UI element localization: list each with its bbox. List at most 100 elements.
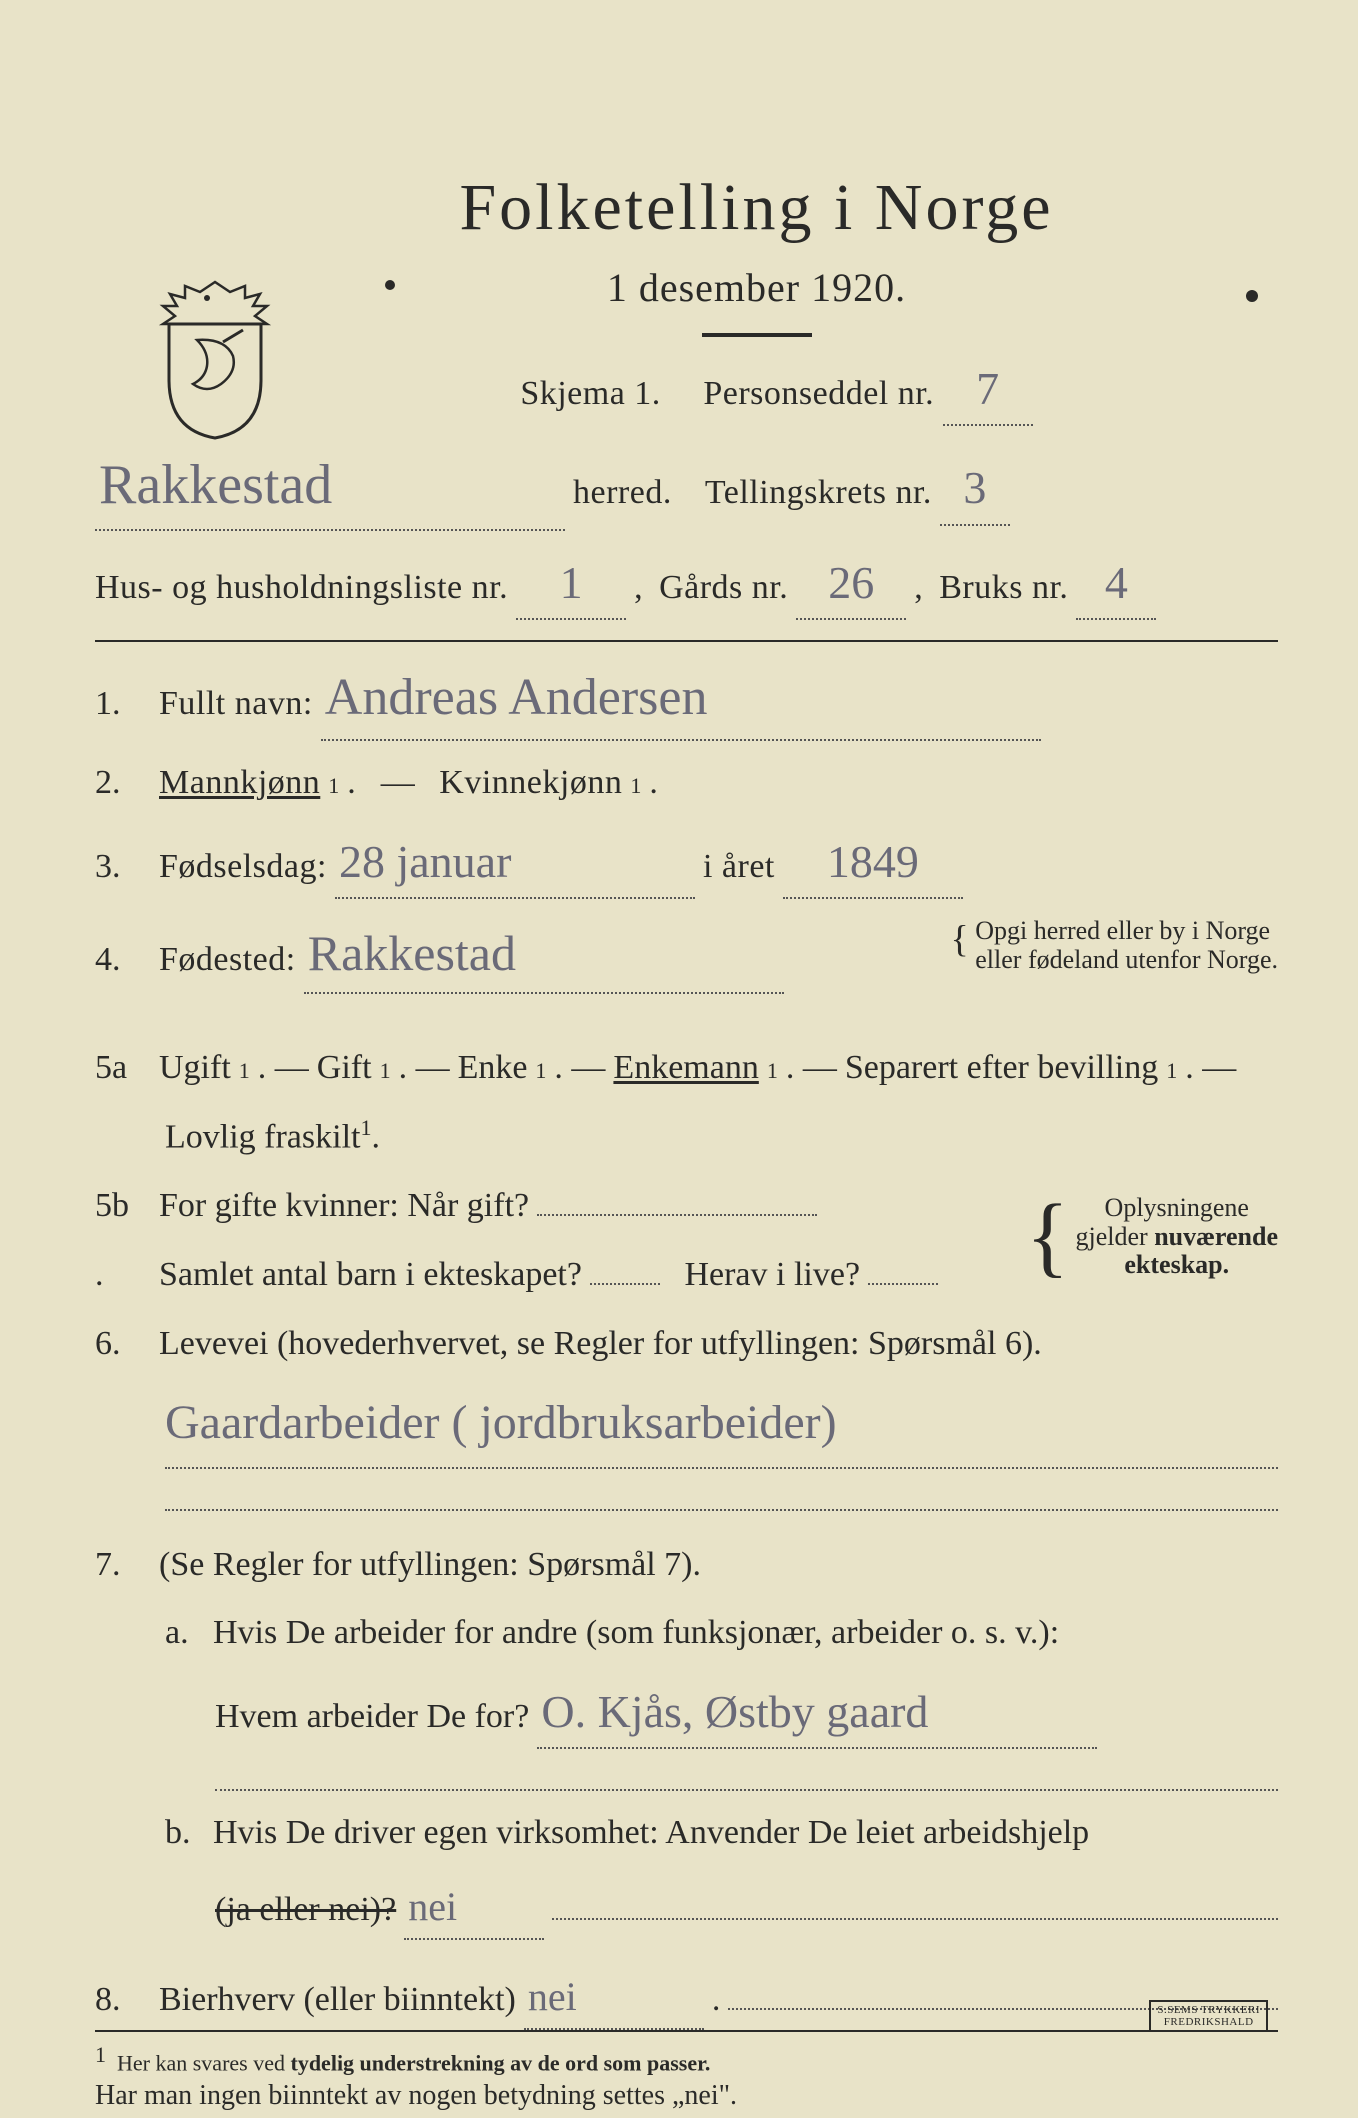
census-form-page: Folketelling i Norge 1 desember 1920. Sk… xyxy=(95,170,1278,2118)
q8-num: 8. xyxy=(95,1974,151,2027)
q5a-tail-text: Lovlig fraskilt xyxy=(165,1118,360,1155)
q7b-row1: b. Hvis De driver egen virksomhet: Anven… xyxy=(165,1807,1278,1860)
title-rule xyxy=(702,333,812,337)
gard-label: Gårds nr. xyxy=(659,562,788,615)
q4-value: Rakkestad xyxy=(304,915,784,995)
q1-label: Fullt navn: xyxy=(159,678,313,731)
q8-label: Bierhverv (eller biinntekt) xyxy=(159,1974,516,2027)
q7b-rest xyxy=(552,1918,1278,1920)
person-nr-value: 7 xyxy=(943,353,1033,426)
herred-label: herred. xyxy=(573,467,672,520)
q2-num: 2. xyxy=(95,757,151,810)
q5b-num: 5b xyxy=(95,1180,151,1233)
q7-row: 7. (Se Regler for utfyllingen: Spørsmål … xyxy=(95,1539,1278,1592)
norway-coat-of-arms xyxy=(155,280,275,440)
q7b-value: nei xyxy=(404,1876,544,1940)
blank-num: . xyxy=(95,1249,151,1302)
husliste-label: Hus- og husholdningsliste nr. xyxy=(95,562,508,615)
q5b-row1: 5b For gifte kvinner: Når gift? { Oplysn… xyxy=(95,1180,1278,1233)
q1-num: 1. xyxy=(95,678,151,731)
q1-row: 1. Fullt navn: Andreas Andersen xyxy=(95,658,1278,741)
hint-text: Har man ingen biinntekt av nogen betydni… xyxy=(95,2080,737,2111)
q7a-line1: Hvis De arbeider for andre (som funksjon… xyxy=(213,1607,1059,1660)
divider xyxy=(95,640,1278,642)
q5b-live-value xyxy=(868,1283,938,1285)
q5b-note2: gjelder nuværende xyxy=(1076,1222,1278,1251)
stamp-l2: FREDRIKSHALD xyxy=(1164,2016,1254,2028)
q4-note1: Opgi herred eller by i Norge xyxy=(975,916,1270,945)
q5a-row: 5a Ugift1. — Gift1. — Enke1. — Enkemann1… xyxy=(95,1042,1278,1095)
q7b-line1: Hvis De driver egen virksomhet: Anvender… xyxy=(213,1807,1089,1860)
q5a-tail: Lovlig fraskilt1. xyxy=(165,1111,1278,1164)
q6-value-row: Gaardarbeider ( jordbruksarbeider) xyxy=(165,1386,1278,1468)
q3-row: 3. Fødselsdag: 28 januar i året 1849 xyxy=(95,826,1278,899)
q7a-label: a. xyxy=(165,1607,205,1660)
q7b-label: b. xyxy=(165,1807,205,1860)
q7b-row2: (ja eller nei)? nei xyxy=(215,1876,1278,1940)
q6-value: Gaardarbeider ( jordbruksarbeider) xyxy=(165,1396,837,1449)
q5a-opt-enke: Enke xyxy=(458,1042,528,1095)
q5a-opt-ugift: Ugift xyxy=(159,1042,231,1095)
footnote-block: 1 Her kan svares ved tydelig understrekn… xyxy=(95,2030,1278,2076)
krets-label: Tellingskrets nr. xyxy=(705,467,932,520)
hus-row: Hus- og husholdningsliste nr. 1 , Gårds … xyxy=(95,547,1278,620)
q3-daymonth: 28 januar xyxy=(335,826,695,899)
main-title: Folketelling i Norge xyxy=(235,170,1278,246)
dash: — xyxy=(381,757,415,810)
q4-num: 4. xyxy=(95,934,151,987)
q4-note2: eller fødeland utenfor Norge. xyxy=(975,945,1278,974)
husliste-nr: 1 xyxy=(516,547,626,620)
q8-value: nei xyxy=(524,1966,704,2030)
foot-rule xyxy=(95,2030,1278,2032)
q4-note: { Opgi herred eller by i Norge eller fød… xyxy=(951,917,1278,974)
q5b-row2: . Samlet antal barn i ekteskapet? Herav … xyxy=(95,1249,1278,1302)
ink-dot xyxy=(385,280,395,290)
herred-row: Rakkestad herred. Tellingskrets nr. 3 xyxy=(95,442,1278,531)
hint-row: Har man ingen biinntekt av nogen betydni… xyxy=(95,2074,1278,2117)
q5a-opt-enkemann: Enkemann xyxy=(613,1042,758,1095)
schema-label: Skjema 1. xyxy=(520,375,660,412)
q6-row: 6. Levevei (hovederhvervet, se Regler fo… xyxy=(95,1318,1278,1371)
q2-opt2: Kvinnekjønn xyxy=(439,757,622,810)
footnote-sup: 1 xyxy=(95,2042,106,2067)
q7a-row1: a. Hvis De arbeider for andre (som funks… xyxy=(165,1607,1278,1660)
q5b-gift-value xyxy=(537,1214,817,1216)
herred-value: Rakkestad xyxy=(95,442,565,531)
q7-label: (Se Regler for utfyllingen: Spørsmål 7). xyxy=(159,1539,701,1592)
footnote-text: 1 Her kan svares ved tydelig understrekn… xyxy=(95,2042,1278,2076)
q5a-opt-gift: Gift xyxy=(317,1042,372,1095)
q5b-note1: Oplysningene xyxy=(1105,1193,1249,1222)
q3-mid: i året xyxy=(703,841,775,894)
q3-label: Fødselsdag: xyxy=(159,841,327,894)
dotted-rule xyxy=(165,1467,1278,1469)
title-block: Folketelling i Norge 1 desember 1920. xyxy=(235,170,1278,337)
q6-blank2 xyxy=(165,1509,1278,1511)
q7a-row2: Hvem arbeider De for? O. Kjås, Østby gaa… xyxy=(215,1676,1278,1749)
q2-row: 2. Mannkjønn1. — Kvinnekjønn1. xyxy=(95,757,1278,810)
gard-nr: 26 xyxy=(796,547,906,620)
q5a-opt-separert: Separert efter bevilling xyxy=(845,1042,1158,1095)
q3-year: 1849 xyxy=(783,826,963,899)
q6-label: Levevei (hovederhvervet, se Regler for u… xyxy=(159,1318,1042,1371)
person-label: Personseddel nr. xyxy=(703,375,934,412)
bruk-label: Bruks nr. xyxy=(939,562,1068,615)
q3-num: 3. xyxy=(95,841,151,894)
q4-row: 4. Fødested: Rakkestad { Opgi herred ell… xyxy=(95,915,1278,995)
q5b-l2b: Herav i live? xyxy=(684,1249,860,1302)
q8-row: 8. Bierhverv (eller biinntekt) nei . xyxy=(95,1966,1278,2030)
q6-num: 6. xyxy=(95,1318,151,1371)
ink-dot xyxy=(1246,290,1258,302)
dotted-rule xyxy=(165,1509,1278,1511)
footnote-bold: tydelig understrekning av de ord som pas… xyxy=(291,2050,711,2075)
q7b-line2: (ja eller nei)? xyxy=(215,1884,396,1937)
schema-row: Skjema 1. Personseddel nr. 7 xyxy=(275,353,1278,426)
krets-nr-value: 3 xyxy=(940,452,1010,525)
q5b-l2a: Samlet antal barn i ekteskapet? xyxy=(159,1249,582,1302)
dotted-rule xyxy=(215,1789,1278,1791)
q7a-line2: Hvem arbeider De for? xyxy=(215,1691,529,1744)
q4-label: Fødested: xyxy=(159,934,296,987)
bruk-nr: 4 xyxy=(1076,547,1156,620)
q5a-num: 5a xyxy=(95,1042,151,1095)
q7a-value: O. Kjås, Østby gaard xyxy=(537,1676,1097,1749)
q2-opt1: Mannkjønn xyxy=(159,757,320,810)
